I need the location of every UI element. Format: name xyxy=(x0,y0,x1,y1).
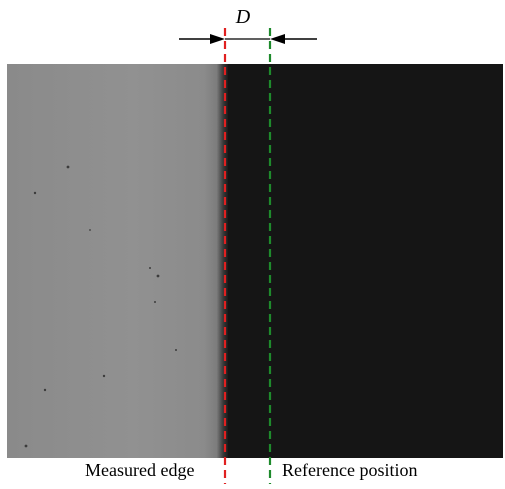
bright-region xyxy=(7,64,219,458)
reference-position-caption: Reference position xyxy=(282,460,418,480)
measured-edge-caption: Measured edge xyxy=(85,460,195,480)
left-dimension-arrow xyxy=(179,34,225,44)
right-dimension-arrow xyxy=(270,34,317,44)
micrograph-image xyxy=(7,64,503,458)
dimension-label-d: D xyxy=(235,6,251,28)
dark-region xyxy=(228,64,503,458)
edge-transition xyxy=(217,64,229,458)
dust-specks xyxy=(24,165,177,448)
